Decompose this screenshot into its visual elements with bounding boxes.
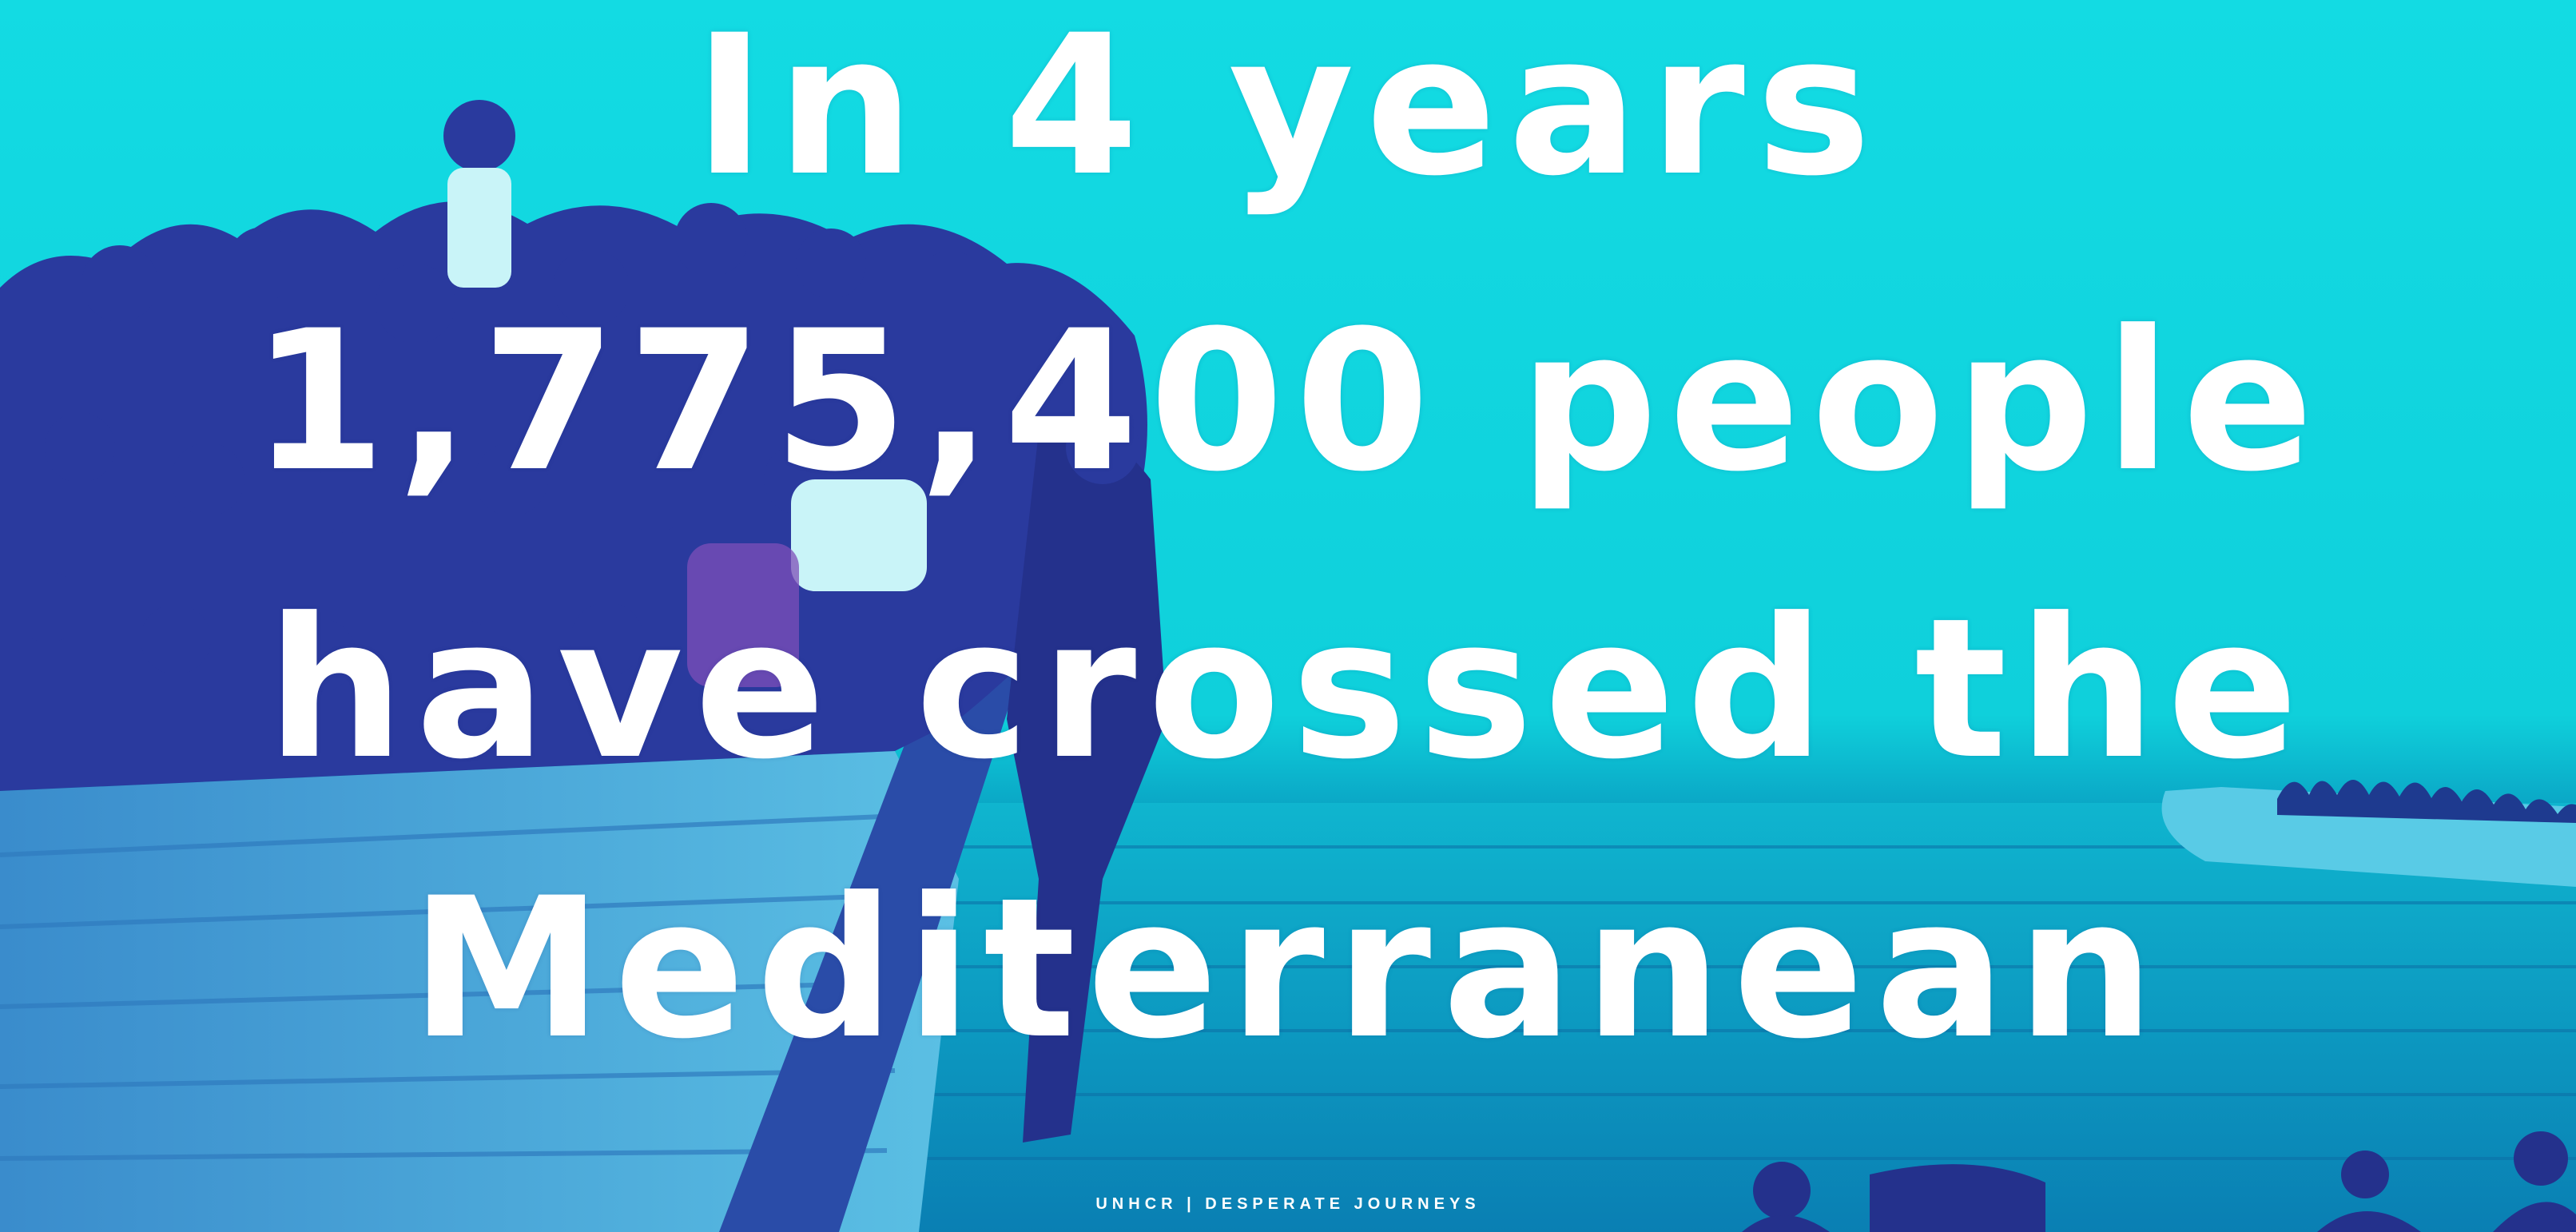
source-credit: UNHCR | DESPERATE JOURNEYS (1095, 1195, 1481, 1213)
headline-line-2: 1,775,400 people (251, 289, 2325, 515)
headline-line-1: In 4 years (694, 0, 1882, 219)
boat (0, 623, 1031, 1232)
distant-dinghy (2161, 780, 2576, 887)
headline-line-3: have crossed the (266, 577, 2310, 802)
swimmers (1742, 1131, 2576, 1232)
crowd (0, 100, 1167, 1143)
headline-line-4: Mediterranean (410, 856, 2166, 1082)
